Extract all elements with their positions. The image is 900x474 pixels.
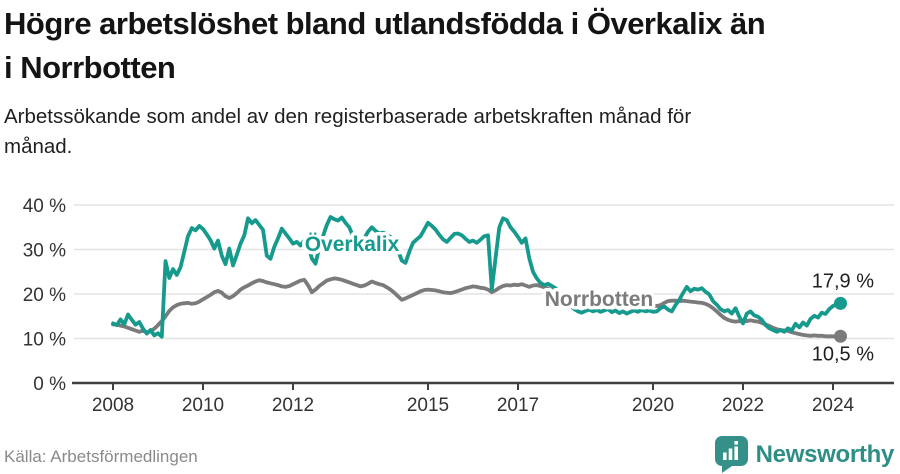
x-tick-label: 2008 [92,395,134,416]
newsworthy-brand: Newsworthy [714,436,895,473]
x-tick-label: 2012 [272,395,314,416]
newsworthy-logo-icon [714,436,748,473]
series-end-dot-Överkalix [834,296,847,310]
x-tick-label: 2017 [497,395,539,416]
y-tick-label: 30 % [23,241,66,262]
series-line-Norrbotten [111,276,843,339]
chart-subtitle: Arbetssökande som andel av den registerb… [4,102,691,162]
y-tick-label: 20 % [23,285,66,306]
x-tick-label: 2022 [722,395,764,416]
subtitle-line-1: Arbetssökande som andel av den registerb… [4,105,692,128]
y-tick-label: 10 % [23,330,66,351]
x-tick-label: 2020 [632,395,674,416]
source-credit: Källa: Arbetsförmedlingen [4,447,198,466]
x-tick-label: 2024 [812,395,855,416]
series-end-label-Norrbotten: 10,5 % [812,343,874,365]
x-tick-label: 2010 [182,395,224,416]
subtitle-line-2: månad. [4,135,73,158]
x-tick-label: 2015 [407,395,449,416]
y-tick-label: 40 % [23,196,66,217]
series-end-label-Överkalix: 17,9 % [812,270,874,292]
title-line-1: Högre arbetslöshet bland utlandsfödda i … [4,6,766,41]
y-tick-label: 0 % [33,374,66,395]
series-end-dot-Norrbotten [834,329,847,343]
series-label-Norrbotten: Norrbotten [545,288,654,311]
page-title: Högre arbetslöshet bland utlandsfödda i … [4,2,766,90]
series-line-Överkalix [111,215,843,339]
series-label-Överkalix: Överkalix [305,233,400,256]
newsworthy-logo-text: Newsworthy [755,440,895,468]
title-line-2: i Norrbotten [4,50,176,85]
